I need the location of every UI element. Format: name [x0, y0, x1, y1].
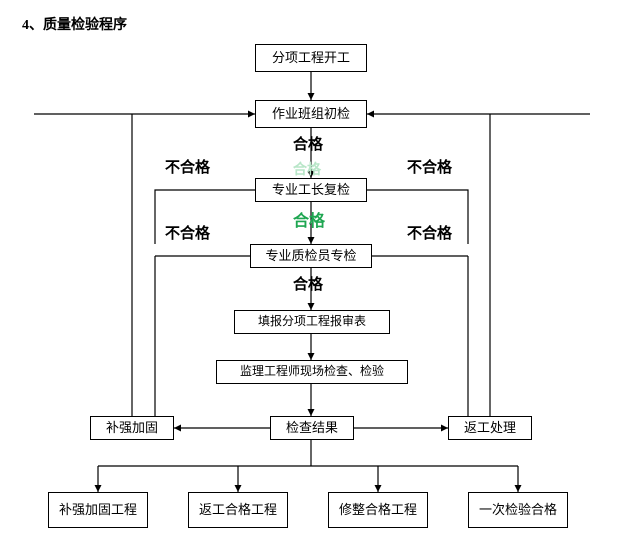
flowchart-page: 4、质量检验程序 分项工程开工作业班组初检专业工长复检专业质检员专检填报分项工程… [0, 0, 625, 544]
node-b3: 修整合格工程 [328, 492, 428, 528]
flowchart-lines [0, 0, 625, 544]
edge-label-failR2: 不合格 [407, 222, 452, 243]
edge-10 [155, 256, 174, 428]
edge-label-pass1: 合格 [293, 133, 323, 154]
section-title: 4、质量检验程序 [22, 14, 127, 34]
edge-label-ghost: 合格 [293, 159, 321, 179]
node-b2: 返工合格工程 [188, 492, 288, 528]
edge-11 [468, 256, 532, 428]
edge-label-pass2: 合格 [293, 207, 325, 231]
node-n3: 专业工长复检 [255, 178, 367, 202]
node-nR: 返工处理 [448, 416, 532, 440]
edge-label-failL2: 不合格 [165, 222, 210, 243]
node-n2: 作业班组初检 [255, 100, 367, 128]
node-n6: 监理工程师现场检查、检验 [216, 360, 408, 384]
edge-label-failL1: 不合格 [165, 156, 210, 177]
node-b4: 一次检验合格 [468, 492, 568, 528]
node-n5: 填报分项工程报审表 [234, 310, 390, 334]
node-n1: 分项工程开工 [255, 44, 367, 72]
node-n4: 专业质检员专检 [250, 244, 372, 268]
node-n7: 检查结果 [270, 416, 354, 440]
node-b1: 补强加固工程 [48, 492, 148, 528]
edge-label-pass3: 合格 [293, 273, 323, 294]
edge-label-failR1: 不合格 [407, 156, 452, 177]
node-nL: 补强加固 [90, 416, 174, 440]
